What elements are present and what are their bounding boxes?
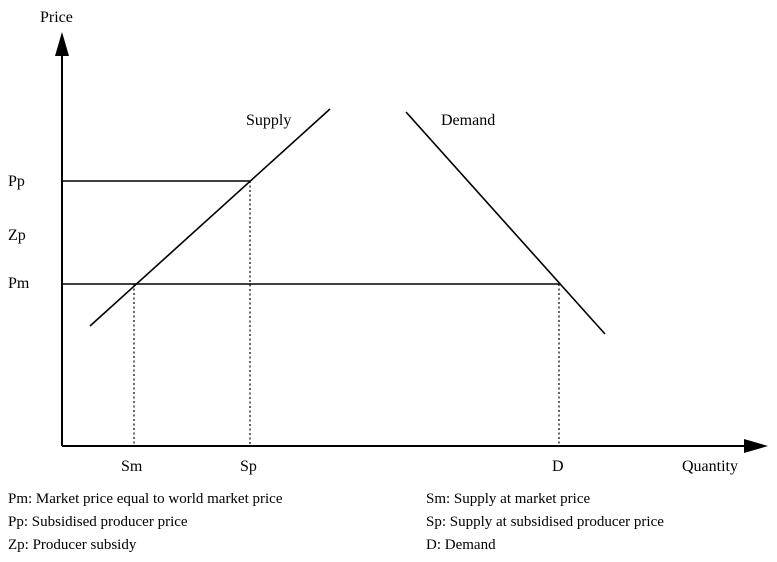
- quantity-label-d: D: [552, 458, 564, 475]
- y-axis-arrow: [55, 32, 69, 56]
- legend-left-item: Pp: Subsidised producer price: [8, 514, 188, 530]
- y-axis-label: Price: [40, 9, 73, 26]
- quantity-label-sp: Sp: [240, 458, 257, 475]
- price-label-pm: Pm: [8, 275, 30, 292]
- x-axis-arrow: [744, 439, 768, 453]
- price-label-zp: Zp: [8, 227, 26, 244]
- legend-left-item: Zp: Producer subsidy: [8, 537, 137, 553]
- x-axis-label: Quantity: [682, 458, 738, 475]
- quantity-label-sm: Sm: [121, 458, 143, 475]
- legend-right-item: Sp: Supply at subsidised producer price: [426, 514, 664, 530]
- legend-right-item: Sm: Supply at market price: [426, 491, 590, 507]
- supply-label: Supply: [246, 112, 291, 129]
- demand-curve: [405, 111, 606, 335]
- legend-left-item: Pm: Market price equal to world market p…: [8, 491, 283, 507]
- price-label-pp: Pp: [8, 173, 25, 190]
- supply-curve: [89, 108, 331, 327]
- demand-label: Demand: [441, 112, 495, 129]
- legend-right-item: D: Demand: [426, 537, 496, 553]
